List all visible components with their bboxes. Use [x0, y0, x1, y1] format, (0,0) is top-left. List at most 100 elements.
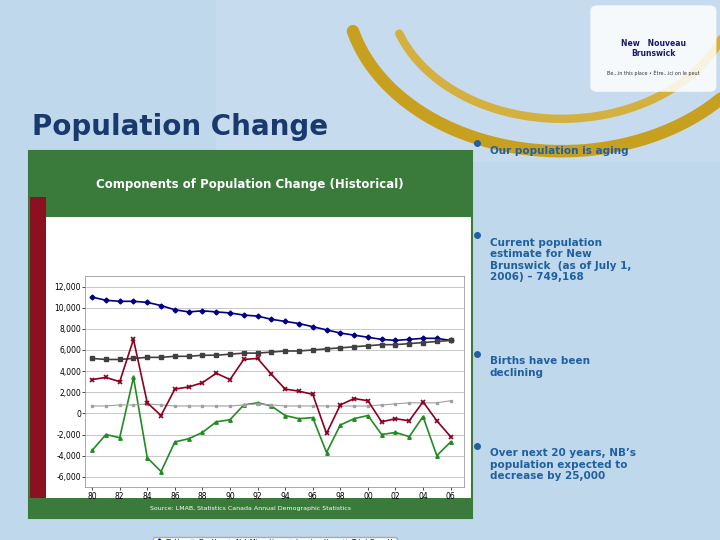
Net-Migration	[198, 429, 207, 436]
Bar	[0, 297, 720, 302]
Immigration	[433, 400, 441, 406]
Deaths	[322, 346, 330, 352]
Immigration	[102, 403, 110, 409]
Bar	[0, 140, 720, 146]
Deaths	[240, 350, 248, 356]
Immigration	[336, 403, 345, 409]
Bar	[0, 254, 720, 259]
Net-Migration	[336, 422, 345, 428]
Bar	[0, 421, 720, 427]
Bar	[0, 65, 720, 70]
Immigration	[184, 403, 193, 409]
Bar	[45, 217, 472, 498]
Deaths	[157, 354, 166, 361]
Bar	[0, 405, 720, 410]
Bar	[0, 32, 720, 38]
Text: Population Change: Population Change	[32, 113, 328, 141]
Bar	[0, 97, 720, 103]
Deaths	[281, 348, 289, 354]
Deaths	[350, 343, 359, 350]
Total Growth	[88, 376, 96, 383]
Bar	[29, 151, 472, 518]
Bar	[0, 189, 720, 194]
Text: Current population
estimate for New
Brunswick  (as of July 1,
2006) – 749,168: Current population estimate for New Brun…	[490, 238, 631, 282]
Immigration	[157, 402, 166, 408]
Total Growth	[322, 430, 330, 437]
Births	[225, 310, 234, 316]
Total Growth	[198, 380, 207, 386]
Immigration	[377, 402, 386, 408]
Bar	[0, 313, 720, 319]
Immigration	[171, 403, 179, 409]
Bar	[0, 319, 720, 324]
Bar	[0, 108, 720, 113]
Births	[446, 337, 455, 343]
Bar	[0, 130, 720, 135]
Bar	[0, 367, 720, 373]
Net-Migration	[225, 416, 234, 423]
Births	[267, 316, 276, 322]
Text: Components of Population Change (Historical): Components of Population Change (Histori…	[96, 178, 404, 191]
Bar	[0, 146, 720, 151]
Deaths	[308, 347, 317, 353]
Deaths	[129, 355, 138, 362]
Bar	[0, 491, 720, 497]
Bar	[216, 0, 720, 162]
Births	[253, 313, 262, 319]
Deaths	[225, 351, 234, 357]
Immigration	[364, 403, 372, 409]
Deaths	[143, 354, 152, 361]
Bar	[0, 227, 720, 232]
Bar	[0, 346, 720, 351]
Bar	[0, 502, 720, 508]
Immigration	[225, 403, 234, 409]
Immigration	[281, 403, 289, 409]
Bar	[0, 103, 720, 108]
Total Growth	[102, 374, 110, 381]
Bar	[0, 194, 720, 200]
Bar	[0, 135, 720, 140]
Total Growth	[267, 371, 276, 377]
Bar	[0, 232, 720, 238]
Bar	[0, 5, 720, 11]
Births	[212, 309, 220, 315]
Births	[157, 302, 166, 309]
Total Growth	[419, 399, 428, 405]
Immigration	[88, 403, 96, 409]
Net-Migration	[322, 449, 330, 456]
Deaths	[377, 341, 386, 348]
Bar	[0, 486, 720, 491]
Immigration	[115, 402, 124, 408]
Net-Migration	[115, 435, 124, 441]
Bar	[0, 356, 720, 362]
Deaths	[212, 352, 220, 359]
Bar	[0, 470, 720, 475]
Deaths	[267, 349, 276, 355]
Net-Migration	[143, 455, 152, 461]
Deaths	[294, 348, 303, 354]
Bar	[0, 362, 720, 367]
Bar	[0, 70, 720, 76]
Births	[171, 307, 179, 313]
Total Growth	[115, 379, 124, 385]
Bar	[0, 22, 720, 27]
Bar	[0, 86, 720, 92]
Bar	[0, 243, 720, 248]
Bar	[0, 335, 720, 340]
Deaths	[253, 350, 262, 356]
Bar	[0, 432, 720, 437]
Total Growth	[350, 395, 359, 402]
Net-Migration	[433, 453, 441, 459]
Bar	[0, 124, 720, 130]
Births	[336, 330, 345, 336]
Total Growth	[405, 417, 413, 424]
Bar	[0, 92, 720, 97]
Bar	[0, 410, 720, 416]
Births	[350, 332, 359, 339]
Bar	[0, 59, 720, 65]
Bar	[0, 448, 720, 454]
Bar	[0, 459, 720, 464]
Bar	[0, 535, 720, 540]
Bar	[29, 197, 45, 498]
Net-Migration	[391, 429, 400, 436]
